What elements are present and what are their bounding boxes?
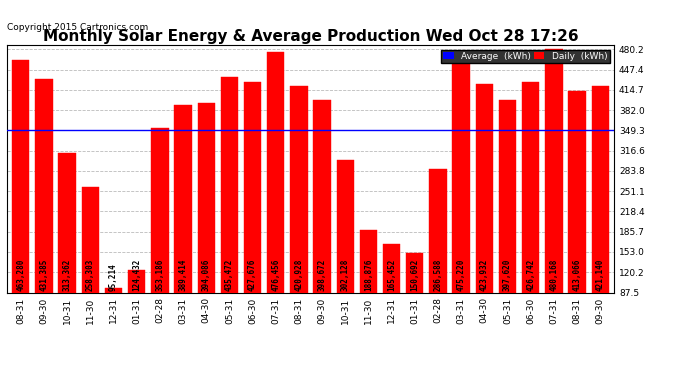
Text: 165,452: 165,452 [387, 259, 396, 291]
Text: 480,168: 480,168 [549, 259, 558, 291]
Legend: Average  (kWh), Daily  (kWh): Average (kWh), Daily (kWh) [441, 50, 609, 63]
Bar [59, 153, 76, 347]
Text: 150,692: 150,692 [411, 259, 420, 291]
Text: 188,876: 188,876 [364, 259, 373, 291]
Bar [290, 86, 308, 347]
Bar [35, 80, 52, 347]
Bar [453, 52, 470, 347]
Bar [197, 102, 215, 347]
Text: 475,220: 475,220 [457, 259, 466, 291]
Bar [406, 254, 424, 347]
Bar [429, 169, 446, 347]
Bar [383, 244, 400, 347]
Bar [267, 51, 284, 347]
Text: 389,414: 389,414 [179, 259, 188, 291]
Text: 413,066: 413,066 [573, 259, 582, 291]
Text: 420,928: 420,928 [295, 259, 304, 291]
Text: 423,932: 423,932 [480, 259, 489, 291]
Text: 313,362: 313,362 [63, 259, 72, 291]
Text: 95,214: 95,214 [109, 263, 118, 291]
Bar [128, 270, 146, 347]
Bar [359, 230, 377, 347]
Text: 124,432: 124,432 [132, 259, 141, 291]
Text: 258,303: 258,303 [86, 259, 95, 291]
Bar [313, 100, 331, 347]
Bar [175, 105, 192, 347]
Title: Monthly Solar Energy & Average Production Wed Oct 28 17:26: Monthly Solar Energy & Average Productio… [43, 29, 578, 44]
Text: 302,128: 302,128 [341, 259, 350, 291]
Text: 286,588: 286,588 [433, 259, 442, 291]
Bar [545, 49, 562, 347]
Text: 394,086: 394,086 [201, 259, 210, 291]
Text: 476,456: 476,456 [271, 259, 280, 291]
Bar [499, 100, 516, 347]
Text: 398,672: 398,672 [317, 259, 326, 291]
Text: 350.327: 350.327 [17, 90, 26, 128]
Text: 463,280: 463,280 [17, 259, 26, 291]
Bar [151, 128, 168, 347]
Text: 431,385: 431,385 [39, 259, 48, 291]
Text: Copyright 2015 Cartronics.com: Copyright 2015 Cartronics.com [7, 22, 148, 32]
Bar [475, 84, 493, 347]
Text: 426,742: 426,742 [526, 259, 535, 291]
Bar [337, 159, 354, 347]
Bar [591, 86, 609, 347]
Bar [244, 82, 262, 347]
Bar [522, 82, 540, 347]
Text: 427,676: 427,676 [248, 259, 257, 291]
Bar [81, 187, 99, 347]
Text: 435,472: 435,472 [225, 259, 234, 291]
Text: 350.327: 350.327 [595, 90, 604, 128]
Bar [569, 91, 586, 347]
Bar [105, 288, 122, 347]
Bar [221, 77, 238, 347]
Text: 397,620: 397,620 [503, 259, 512, 291]
Bar [12, 60, 30, 347]
Text: 353,186: 353,186 [155, 259, 164, 291]
Text: 421,140: 421,140 [595, 259, 604, 291]
